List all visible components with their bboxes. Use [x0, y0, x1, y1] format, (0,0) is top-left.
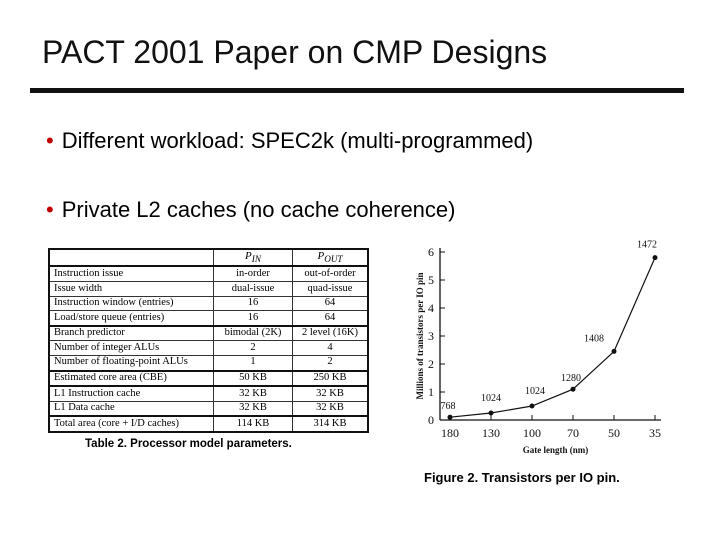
table-cell: 2: [292, 354, 369, 372]
table-row-label: Total area (core + I/D caches): [48, 415, 214, 433]
table-cell: dual-issue: [213, 280, 293, 297]
y-axis-label: Millions of transistors per IO pin: [415, 272, 425, 399]
table-cell: 32 KB: [213, 400, 293, 417]
y-tick-label: 5: [428, 273, 434, 287]
table-row: Instruction issue in-order out-of-order: [48, 265, 369, 282]
table-header-cell: [48, 248, 214, 268]
table-cell: 16: [213, 310, 293, 327]
table-cell: bimodal (2K): [213, 324, 293, 342]
table-row: Number of floating-point ALUs 1 2: [48, 354, 369, 372]
bullet-l2-caches: • Private L2 caches (no cache coherence): [46, 197, 455, 223]
x-tick-label: 100: [523, 426, 541, 440]
table-row-label: Branch predictor: [48, 324, 214, 342]
figure-caption: Figure 2. Transistors per IO pin.: [424, 470, 620, 485]
data-point: [529, 403, 535, 409]
y-tick-label: 4: [428, 301, 434, 315]
x-tick-label: 35: [649, 426, 661, 440]
data-label: 1280: [561, 373, 581, 384]
table-cell: 32 KB: [292, 385, 369, 402]
table-cell: 114 KB: [213, 415, 293, 433]
table-cell: 2: [213, 340, 293, 356]
x-axis-label: Gate length (nm): [523, 445, 589, 455]
data-label: 1472: [637, 240, 657, 251]
bullet-dot: •: [46, 128, 54, 153]
table-row-label: Instruction window (entries): [48, 295, 214, 312]
table-row-label: L1 Instruction cache: [48, 385, 214, 402]
table-row-label: Number of floating-point ALUs: [48, 354, 214, 372]
x-tick-label: 130: [482, 426, 500, 440]
header-p: P: [245, 250, 252, 262]
table-cell: 32 KB: [213, 385, 293, 402]
table-row: Estimated core area (CBE) 50 KB 250 KB: [48, 369, 369, 387]
header-p: P: [317, 250, 325, 262]
x-tick-label: 50: [608, 426, 620, 440]
table-caption: Table 2. Processor model parameters.: [85, 438, 292, 450]
data-label: 1024: [481, 393, 501, 404]
table-header-pin: PIN: [213, 248, 293, 268]
header-sub-out: OUT: [324, 254, 343, 265]
table-cell: 1: [213, 354, 293, 372]
table-cell: out-of-order: [292, 265, 369, 282]
data-label: 768: [441, 401, 456, 412]
y-tick-label: 2: [428, 357, 434, 371]
data-point: [570, 386, 576, 392]
table-cell: 64: [292, 310, 369, 327]
table-row: L1 Instruction cache 32 KB 32 KB: [48, 385, 369, 402]
table-header-row: PIN POUT: [48, 248, 369, 268]
table-row: Number of integer ALUs 2 4: [48, 340, 369, 356]
series-line: [449, 257, 656, 418]
y-tick-label: 6: [428, 245, 434, 259]
data-point: [652, 255, 658, 261]
processor-parameters-table: PIN POUT Instruction issue in-order out-of…: [48, 248, 369, 433]
table-row: Instruction window (entries) 16 64: [48, 295, 369, 312]
table-row-label: Estimated core area (CBE): [48, 369, 214, 387]
table-row-label: L1 Data cache: [48, 400, 214, 417]
bullet-text: Different workload: SPEC2k (multi-progra…: [61, 128, 534, 153]
header-sub-in: IN: [251, 254, 261, 265]
table-cell: quad-issue: [292, 280, 369, 297]
table-cell: 50 KB: [213, 369, 293, 387]
table-row: Branch predictor bimodal (2K) 2 level (16K…: [48, 324, 369, 342]
bullet-text: Private L2 caches (no cache coherence): [61, 197, 456, 222]
slide-title: PACT 2001 Paper on CMP Designs: [42, 34, 548, 70]
table-cell: in-order: [213, 265, 293, 282]
table-cell: 2 level (16K): [292, 324, 369, 342]
y-tick-label: 1: [428, 385, 434, 399]
table-row-label: Load/store queue (entries): [48, 310, 214, 327]
transistors-per-pin-chart: 0 1 2 3 4 5 6 180 130 100 70 50 35 768 1024 1024 1280 140…: [415, 240, 661, 455]
y-tick-label: 0: [428, 413, 434, 427]
table-cell: 250 KB: [292, 369, 369, 387]
table-row: Load/store queue (entries) 16 64: [48, 310, 369, 327]
table-cell: 64: [292, 295, 369, 312]
table-row: L1 Data cache 32 KB 32 KB: [48, 400, 369, 417]
x-tick-label: 70: [567, 426, 579, 440]
data-label: 1408: [584, 333, 604, 344]
table-row-label: Instruction issue: [48, 265, 214, 282]
data-point: [611, 348, 617, 354]
table-row-label: Issue width: [48, 280, 214, 297]
table-header-pout: POUT: [292, 248, 369, 268]
table-cell: 314 KB: [292, 415, 369, 433]
y-tick-label: 3: [428, 329, 434, 343]
x-tick-label: 180: [441, 426, 459, 440]
bullet-dot: •: [46, 197, 54, 222]
data-point: [447, 414, 453, 420]
table-row: Total area (core + I/D caches) 114 KB 314 …: [48, 415, 369, 433]
table-row-label: Number of integer ALUs: [48, 340, 214, 356]
table-cell: 4: [292, 340, 369, 356]
bullet-workload: • Different workload: SPEC2k (multi-progr…: [46, 128, 533, 154]
data-label: 1024: [525, 386, 545, 397]
table-row: Issue width dual-issue quad-issue: [48, 280, 369, 297]
title-divider: [30, 88, 684, 93]
table-cell: 32 KB: [292, 400, 369, 417]
data-point: [488, 410, 494, 416]
table-cell: 16: [213, 295, 293, 312]
